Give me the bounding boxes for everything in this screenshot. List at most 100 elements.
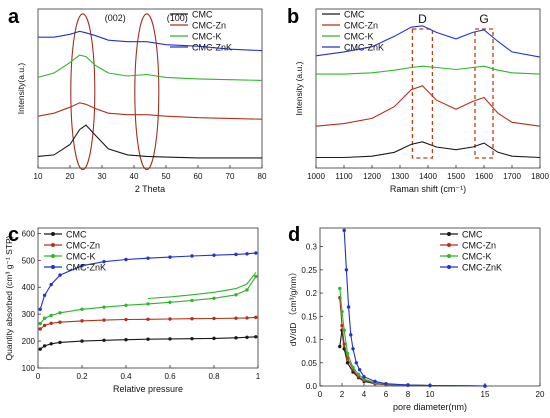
data-point [80,319,84,323]
series-line [315,25,541,58]
panel-letter: c [8,224,19,246]
y-tick-label: 100 [22,364,36,373]
data-point [345,351,350,356]
legend-label: CMC-Zn [344,21,378,31]
x-tick-label: 30 [98,172,107,181]
legend-label: CMC-Zn [462,241,496,251]
data-point [49,342,53,346]
x-tick-label: 1700 [503,172,521,181]
x-tick-label: 1400 [419,172,437,181]
series-line [37,102,263,120]
x-tick-label: 2 [340,390,345,399]
data-point [42,323,47,328]
x-tick-label: 0.8 [208,372,220,381]
data-point [254,274,258,279]
legend-label: CMC-K [462,252,492,262]
legend-marker [51,265,55,269]
plot-frame [319,227,541,387]
data-point [351,347,355,351]
data-point [190,336,194,341]
data-point [38,327,42,331]
data-point [349,333,353,337]
legend-label: CMC-Zn [192,21,226,31]
data-point [146,317,150,321]
data-point [338,344,342,349]
legend-label: CMC-K [66,252,96,262]
data-point [362,377,366,381]
data-point [146,256,150,260]
data-point [384,381,388,386]
data-point [406,383,410,387]
data-point [483,384,487,388]
data-point [80,339,84,343]
data-point [168,317,172,321]
series-line [339,288,486,387]
y-tick-label: 0.15 [301,312,317,321]
panel-d: d 0 2 4 6 8 10 15 20 0.0 0.05 0.1 0.15 0.2 0.25 0.3 pore… [288,224,545,412]
data-point [102,305,106,309]
legend-label: CMC-ZnK [66,263,106,273]
x-tick-label: 40 [130,172,139,181]
data-point [373,379,377,384]
peak-ellipse [70,13,96,171]
data-point [245,316,249,320]
data-point [212,296,216,300]
legend-marker [447,254,451,258]
legend-label: CMC [192,10,213,20]
x-tick-label: 70 [226,172,235,181]
data-point [357,368,362,372]
x-tick-label: 1000 [307,172,325,181]
legend-label: CMC-K [192,32,222,42]
x-tick-label: 0.6 [164,372,176,381]
data-point [102,318,106,322]
data-point [146,337,150,341]
data-point [58,311,62,315]
legend-label: CMC [344,10,365,20]
data-point [354,361,358,365]
data-point [356,375,361,379]
series-line [316,65,541,75]
series-line [37,124,262,159]
x-tick-label: 1800 [531,172,549,181]
x-tick-label: 1600 [475,172,493,181]
x-axis-label: Relative pressure [113,384,183,394]
data-point [346,305,351,309]
y-tick-label: 0.1 [306,336,318,345]
y-tick-label: 400 [22,283,36,292]
panel-b: b 1000 1100 1200 1300 1400 1500 1600 1700 1800 Ram… [287,6,549,194]
data-point [362,375,366,379]
x-tick-label: 0.2 [76,372,88,381]
data-point [344,268,349,272]
y-axis-label: dV/dD （cm³/g/nm） [288,268,298,346]
legend-label: CMC-ZnK [344,43,384,53]
data-point [351,365,355,370]
data-point [190,254,194,258]
data-point [38,307,42,312]
data-point [345,361,350,365]
data-point [168,300,172,305]
data-point [124,257,128,262]
data-point [212,336,216,341]
data-point [234,316,238,320]
x-tick-label: 20 [536,390,545,399]
panel-letter: d [288,224,300,246]
plot-frame [37,227,259,369]
data-point [124,317,128,322]
data-point [254,251,258,255]
legend-marker [51,254,55,258]
data-point [49,321,53,326]
x-tick-label: 1 [256,372,261,381]
data-point [345,356,350,360]
y-axis-label: Intensity(a.u.) [16,63,26,115]
data-point [338,286,342,291]
annotation-label: D [418,12,427,26]
x-tick-label: 50 [162,172,171,181]
data-point [49,282,53,287]
data-point [58,320,62,324]
plot-frame [37,8,263,169]
data-point [42,344,47,348]
x-tick-label: 0 [318,390,323,399]
data-point [254,335,258,339]
data-point [342,328,346,332]
peak-ellipse [134,13,160,171]
